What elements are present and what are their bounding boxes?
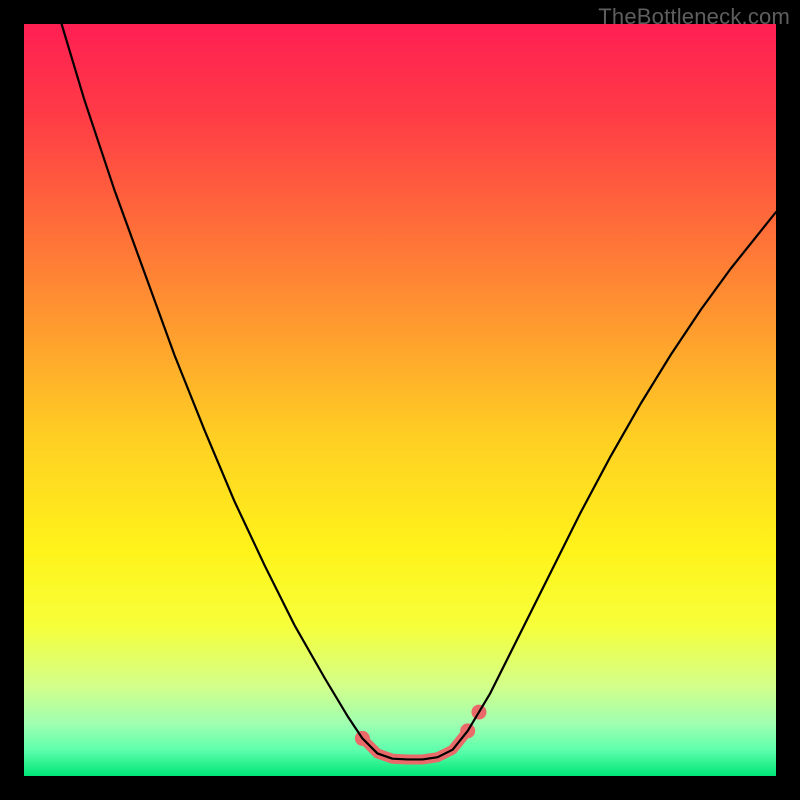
chart-svg xyxy=(24,24,776,776)
watermark-label: TheBottleneck.com xyxy=(598,4,790,30)
chart-container: TheBottleneck.com xyxy=(0,0,800,800)
plot-area xyxy=(24,24,776,776)
gradient-background xyxy=(24,24,776,776)
